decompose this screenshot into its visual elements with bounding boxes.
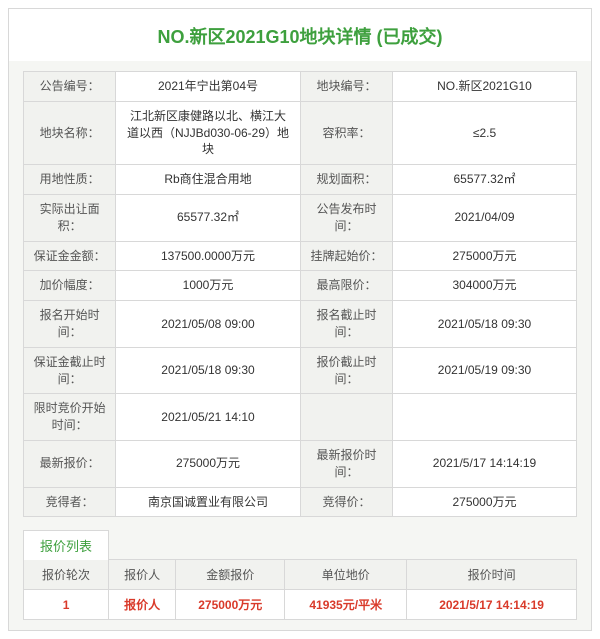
bids-column-header: 金额报价	[176, 560, 285, 590]
bids-table: 报价轮次报价人金额报价单位地价报价时间1报价人275000万元41935元/平米…	[23, 559, 577, 620]
tab-bid-list[interactable]: 报价列表	[23, 530, 109, 560]
detail-label: 最新报价：	[24, 440, 116, 487]
detail-label: 报价截止时间：	[300, 347, 392, 394]
title-status: (已成交)	[377, 27, 443, 47]
detail-label: 保证金金额：	[24, 241, 116, 271]
bids-cell: 275000万元	[176, 590, 285, 620]
detail-value: 275000万元	[393, 241, 577, 271]
detail-label: 实际出让面积：	[24, 194, 116, 241]
detail-value: 2021/05/08 09:00	[116, 301, 301, 348]
detail-value: 65577.32㎡	[393, 165, 577, 195]
title-name: NO.新区2021G10地块详情	[157, 27, 371, 47]
detail-value: 江北新区康健路以北、横江大道以西（NJJBd030-06-29）地块	[116, 101, 301, 164]
detail-value: 2021年宁出第04号	[116, 72, 301, 102]
detail-label: 地块名称：	[24, 101, 116, 164]
bids-column-header: 报价轮次	[24, 560, 109, 590]
table-row: 1报价人275000万元41935元/平米2021/5/17 14:14:19	[24, 590, 577, 620]
bids-cell: 41935元/平米	[285, 590, 407, 620]
tab-bar: 报价列表	[23, 529, 577, 559]
detail-value: 2021/05/18 09:30	[393, 301, 577, 348]
land-detail-panel: NO.新区2021G10地块详情 (已成交) 公告编号：2021年宁出第04号地…	[8, 8, 592, 631]
detail-label: 竞得者：	[24, 487, 116, 517]
detail-label: 加价幅度：	[24, 271, 116, 301]
detail-label: 最新报价时间：	[300, 440, 392, 487]
detail-value: 65577.32㎡	[116, 194, 301, 241]
detail-label: 容积率：	[300, 101, 392, 164]
detail-value: 1000万元	[116, 271, 301, 301]
detail-label: 报名开始时间：	[24, 301, 116, 348]
detail-value: 2021/04/09	[393, 194, 577, 241]
detail-value: NO.新区2021G10	[393, 72, 577, 102]
detail-table: 公告编号：2021年宁出第04号地块编号：NO.新区2021G10 地块名称：江北…	[23, 71, 577, 517]
bids-column-header: 报价人	[109, 560, 176, 590]
bids-column-header: 单位地价	[285, 560, 407, 590]
detail-label: 挂牌起始价：	[300, 241, 392, 271]
detail-value: 2021/05/18 09:30	[116, 347, 301, 394]
page-title: NO.新区2021G10地块详情 (已成交)	[9, 9, 591, 61]
detail-label: 地块编号：	[300, 72, 392, 102]
detail-value: 南京国诚置业有限公司	[116, 487, 301, 517]
detail-value: 137500.0000万元	[116, 241, 301, 271]
detail-value: 2021/5/17 14:14:19	[393, 440, 577, 487]
detail-value: 304000万元	[393, 271, 577, 301]
detail-value: 2021/05/19 09:30	[393, 347, 577, 394]
detail-body: 公告编号：2021年宁出第04号地块编号：NO.新区2021G10 地块名称：江北…	[9, 61, 591, 517]
bids-cell: 2021/5/17 14:14:19	[407, 590, 577, 620]
bids-cell: 1	[24, 590, 109, 620]
detail-label: 最高限价：	[300, 271, 392, 301]
detail-label	[300, 394, 392, 441]
detail-label: 规划面积：	[300, 165, 392, 195]
detail-label: 用地性质：	[24, 165, 116, 195]
detail-value: 275000万元	[393, 487, 577, 517]
detail-label: 竞得价：	[300, 487, 392, 517]
detail-label: 公告发布时间：	[300, 194, 392, 241]
detail-value	[393, 394, 577, 441]
detail-value: ≤2.5	[393, 101, 577, 164]
detail-label: 报名截止时间：	[300, 301, 392, 348]
detail-value: 2021/05/21 14:10	[116, 394, 301, 441]
detail-value: 275000万元	[116, 440, 301, 487]
detail-label: 公告编号：	[24, 72, 116, 102]
detail-label: 保证金截止时间：	[24, 347, 116, 394]
bids-cell: 报价人	[109, 590, 176, 620]
detail-value: Rb商住混合用地	[116, 165, 301, 195]
detail-label: 限时竞价开始时间：	[24, 394, 116, 441]
bids-column-header: 报价时间	[407, 560, 577, 590]
